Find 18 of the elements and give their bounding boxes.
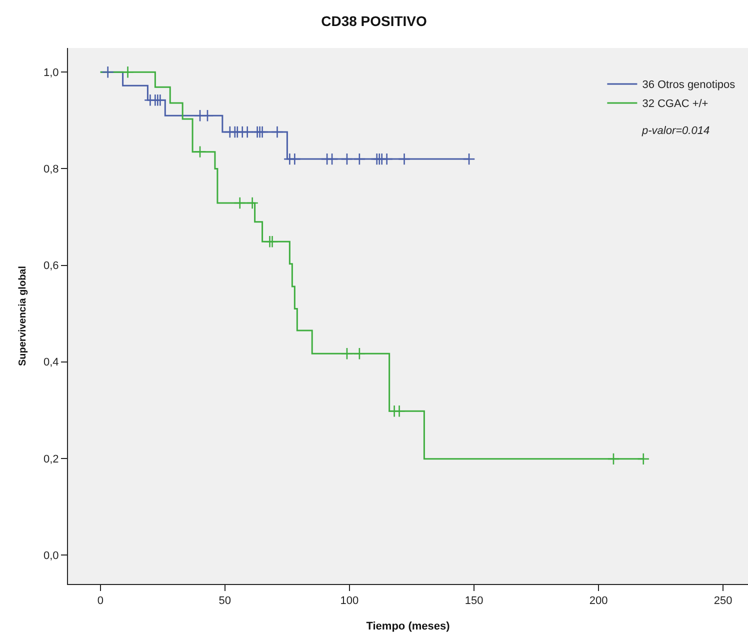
legend-label: 36 Otros genotipos [642,79,736,92]
legend-label: 32 CGAC +/+ [642,98,708,110]
y-tick-label: 0,4 [44,356,59,369]
x-tick-label: 100 [340,595,359,608]
y-tick-label: 0,2 [44,453,59,466]
x-tick-label: 200 [589,595,608,608]
annotation: p-valor=0.014 [641,125,710,137]
x-tick-label: 150 [464,595,484,608]
y-tick-label: 0,8 [44,164,59,176]
x-tick-label: 50 [218,595,232,608]
y-axis-title: Supervivencia global [18,266,29,366]
y-tick-label: 0,6 [44,260,59,272]
y-tick-label: 1,0 [44,66,59,79]
x-tick-label: 250 [714,595,732,608]
chart-title: CD38 POSITIVO [321,12,428,29]
x-tick-label: 0 [97,595,104,608]
y-tick-label: 0,0 [44,550,59,562]
x-axis-title: Tiempo (meses) [366,620,450,632]
